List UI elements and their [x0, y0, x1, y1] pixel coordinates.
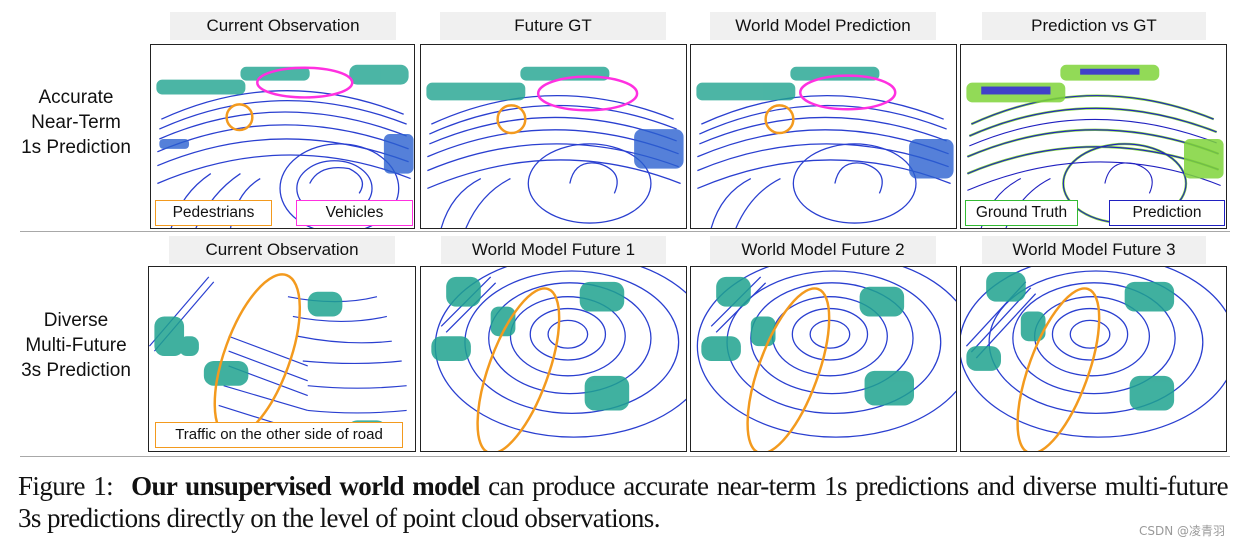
pointcloud-panel-future-3	[960, 266, 1227, 452]
row-label-line: Diverse	[43, 310, 109, 331]
pointcloud-panel-future-1	[420, 266, 687, 452]
row-label-multi-future: Diverse Multi-Future 3s Prediction	[10, 308, 142, 383]
legend-traffic-other-side: Traffic on the other side of road	[155, 422, 403, 448]
lidar-pointcloud-image	[696, 267, 956, 451]
col-title-current-observation-2: Current Observation	[169, 236, 395, 264]
figure-bottom-rule	[20, 456, 1230, 457]
csdn-watermark: CSDN @凌青羽	[1138, 524, 1225, 538]
col-title-prediction-vs-gt: Prediction vs GT	[982, 12, 1206, 40]
legend-pedestrians: Pedestrians	[155, 200, 272, 226]
legend-ground-truth: Ground Truth	[965, 200, 1078, 226]
figure-1: Accurate Near-Term 1s Prediction Current…	[10, 12, 1230, 457]
pointcloud-panel-world-model-prediction	[690, 44, 957, 229]
col-title-world-model-prediction: World Model Prediction	[710, 12, 936, 40]
legend-prediction: Prediction	[1109, 200, 1225, 226]
lidar-pointcloud-image	[431, 267, 686, 451]
col-title-future-gt: Future GT	[440, 12, 666, 40]
row-label-line: Near-Term	[31, 112, 121, 133]
figure-caption: Figure 1: Our unsupervised world model ca…	[18, 470, 1229, 534]
pointcloud-panel-future-2	[690, 266, 957, 452]
lidar-pointcloud-image	[966, 64, 1224, 228]
legend-vehicles: Vehicles	[296, 200, 413, 226]
caption-label: Figure 1:	[18, 471, 114, 501]
row-label-line: 1s Prediction	[21, 137, 131, 158]
row-label-line: Accurate	[38, 87, 114, 108]
row-separator	[20, 231, 1230, 232]
lidar-pointcloud-image	[426, 66, 684, 228]
pointcloud-panel-future-gt	[420, 44, 687, 229]
lidar-pointcloud-image	[961, 267, 1226, 451]
col-title-future-1: World Model Future 1	[441, 236, 666, 264]
col-title-future-2: World Model Future 2	[710, 236, 936, 264]
caption-text: can produce accurate near-term 1s predic…	[18, 471, 1229, 533]
pointcloud-panel-prediction-vs-gt: Ground Truth Prediction	[960, 44, 1227, 229]
row-label-line: Multi-Future	[25, 335, 127, 356]
row-label-near-term: Accurate Near-Term 1s Prediction	[10, 85, 142, 160]
caption-bold-text: Our unsupervised world model	[131, 471, 480, 501]
pointcloud-panel-current-observation-3s: Traffic on the other side of road	[148, 266, 416, 452]
lidar-pointcloud-image	[696, 66, 954, 228]
row-label-line: 3s Prediction	[21, 360, 131, 381]
pointcloud-panel-current-observation: Pedestrians Vehicles	[150, 44, 415, 229]
col-title-current-observation: Current Observation	[170, 12, 396, 40]
col-title-future-3: World Model Future 3	[982, 236, 1206, 264]
